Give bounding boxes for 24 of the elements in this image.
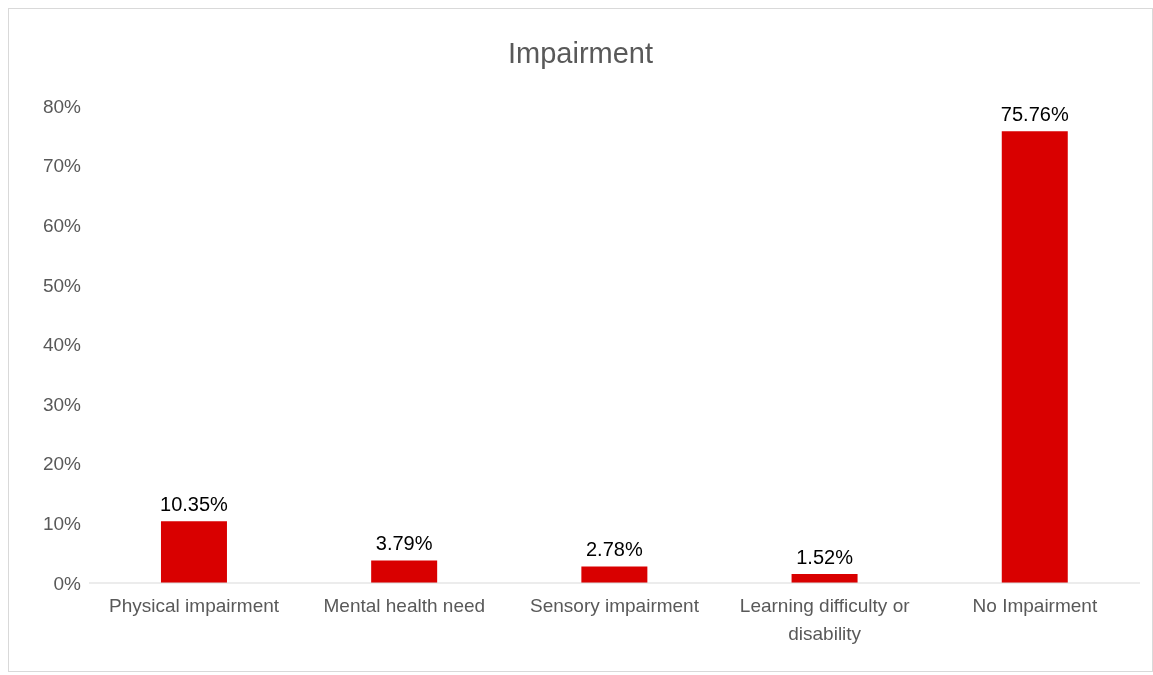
- chart-title: Impairment: [506, 37, 654, 70]
- data-label: 3.79%: [375, 532, 433, 555]
- data-label: 10.35%: [160, 493, 229, 516]
- x-tick-label: Learning difficulty or disability: [739, 595, 911, 645]
- y-tick-label: 80%: [42, 95, 82, 117]
- y-tick-label: 20%: [42, 453, 82, 475]
- data-label: 1.52%: [796, 545, 854, 568]
- bar: [581, 566, 648, 583]
- y-tick-label: 60%: [42, 214, 82, 236]
- y-tick-label: 70%: [42, 155, 82, 177]
- data-label: 75.76%: [1000, 103, 1069, 126]
- y-tick-label: 0%: [53, 572, 82, 594]
- x-tick-label: Physical impairment: [109, 595, 280, 617]
- bar: [1001, 131, 1068, 583]
- y-tick-label: 30%: [42, 393, 82, 415]
- bar: [160, 521, 227, 583]
- x-tick-label: No Impairment: [972, 595, 1098, 617]
- y-tick-label: 50%: [42, 274, 82, 296]
- data-label: 2.78%: [586, 538, 643, 561]
- bar: [371, 560, 438, 583]
- y-tick-label: 40%: [42, 334, 82, 356]
- x-tick-label: Sensory impairment: [530, 595, 700, 617]
- x-tick-label: Mental health need: [323, 595, 486, 617]
- y-tick-label: 10%: [42, 513, 82, 535]
